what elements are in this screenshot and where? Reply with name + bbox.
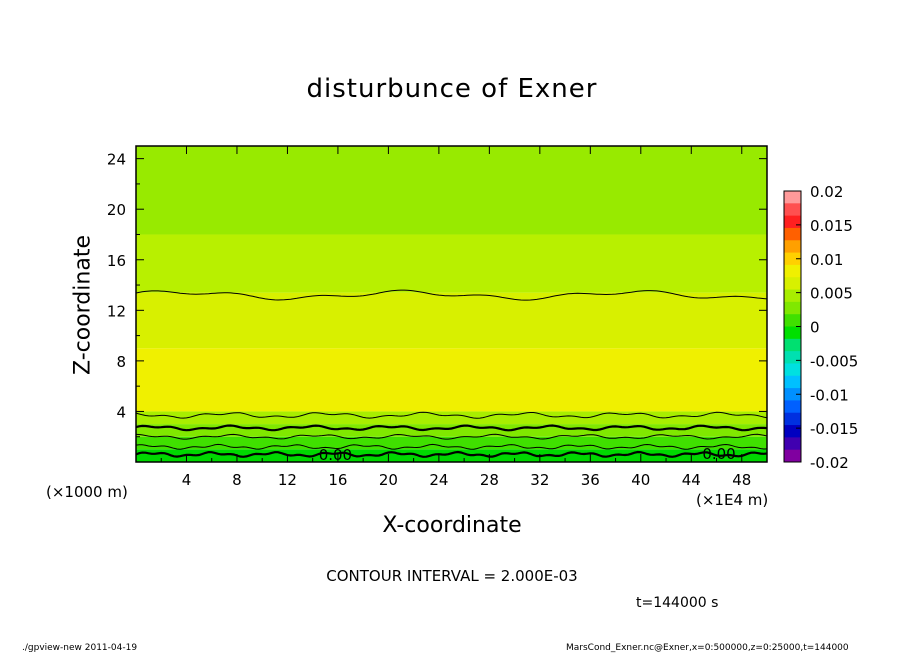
colorbar-swatch-16 bbox=[784, 388, 801, 401]
contour-line-1 bbox=[135, 450, 768, 458]
color-band-4 bbox=[136, 348, 767, 412]
colorbar-swatch-0 bbox=[784, 191, 801, 204]
colorbar-swatch-4 bbox=[784, 240, 801, 254]
colorbar: 0.02 0.015 0.01 0.005 0 -0.005 -0.01 -0.015 -0.0… bbox=[783, 183, 858, 472]
colorbar-swatch-13 bbox=[784, 351, 801, 364]
colorbar-label-2: 0.01 bbox=[810, 251, 843, 269]
x-tick-label-0: 4 bbox=[182, 471, 192, 489]
contour-line-6 bbox=[135, 289, 768, 301]
contour-interval: CONTOUR INTERVAL = 2.000E-03 bbox=[326, 567, 578, 585]
color-band-5 bbox=[136, 292, 767, 349]
colorbar-label-1: 0.015 bbox=[810, 217, 853, 235]
colorbar-swatch-18 bbox=[784, 412, 801, 426]
colorbar-swatch-12 bbox=[784, 338, 801, 352]
x-axis-label: X-coordinate bbox=[382, 513, 522, 538]
contour-line-2 bbox=[135, 443, 768, 450]
colorbar-swatch-9 bbox=[784, 301, 801, 315]
x-tick-label-2: 12 bbox=[278, 471, 297, 489]
colorbar-swatch-3 bbox=[784, 227, 801, 241]
color-band-6 bbox=[136, 234, 767, 293]
color-band-0 bbox=[136, 449, 767, 462]
colorbar-label-7: -0.015 bbox=[810, 420, 858, 438]
contour-line-5 bbox=[135, 411, 768, 419]
x-axis: 4 8 12 16 20 24 28 32 36 40 44 48 bbox=[160, 146, 751, 489]
contour-labels: 0.00 0.00 bbox=[319, 445, 736, 464]
y-tick-label-1: 8 bbox=[116, 353, 126, 371]
chart-title: disturbunce of Exner bbox=[306, 74, 598, 104]
footer-left: ./gpview-new 2011-04-19 bbox=[22, 643, 138, 653]
color-band-7 bbox=[136, 146, 767, 235]
plot-area bbox=[136, 146, 767, 462]
contour-line-3 bbox=[135, 433, 768, 440]
colorbar-swatch-14 bbox=[784, 363, 801, 377]
colorbar-swatch-19 bbox=[784, 425, 801, 438]
contour-lines bbox=[135, 289, 768, 458]
colorbar-swatch-10 bbox=[784, 314, 801, 327]
colorbar-swatch-11 bbox=[784, 326, 801, 340]
colorbar-label-4: 0 bbox=[810, 319, 820, 337]
colorbar-swatch-2 bbox=[784, 215, 801, 229]
colorbar-swatch-8 bbox=[784, 289, 801, 303]
y-tick-label-5: 24 bbox=[107, 151, 126, 169]
x-scale-note: (×1E4 m) bbox=[696, 491, 769, 509]
colorbar-label-5: -0.005 bbox=[810, 352, 858, 370]
colorbar-swatch-21 bbox=[784, 449, 801, 463]
x-tick-label-5: 24 bbox=[429, 471, 448, 489]
contour-label-1: 0.00 bbox=[702, 445, 735, 463]
colorbar-swatch-15 bbox=[784, 375, 801, 389]
x-tick-label-11: 48 bbox=[732, 471, 751, 489]
plot-frame bbox=[135, 145, 768, 463]
x-tick-label-1: 8 bbox=[232, 471, 242, 489]
x-tick-label-10: 44 bbox=[682, 471, 701, 489]
colorbar-swatch-17 bbox=[784, 400, 801, 414]
colorbar-label-8: -0.02 bbox=[810, 454, 849, 472]
x-tick-label-4: 20 bbox=[379, 471, 398, 489]
color-band-3 bbox=[136, 411, 767, 425]
x-unit-note: (×1000 m) bbox=[46, 483, 128, 501]
y-axis: 4 8 12 16 20 24 bbox=[107, 151, 767, 438]
colorbar-swatch-20 bbox=[784, 437, 801, 451]
colorbar-swatch-7 bbox=[784, 277, 801, 291]
x-tick-label-9: 40 bbox=[631, 471, 650, 489]
colorbar-label-3: 0.005 bbox=[810, 285, 853, 303]
colorbar-swatch-1 bbox=[784, 203, 801, 217]
colorbar-swatch-6 bbox=[784, 264, 801, 278]
colorbar-label-0: 0.02 bbox=[810, 183, 843, 201]
x-tick-label-6: 28 bbox=[480, 471, 499, 489]
time-label: t=144000 s bbox=[636, 595, 719, 611]
x-tick-label-3: 16 bbox=[328, 471, 347, 489]
x-tick-label-7: 32 bbox=[530, 471, 549, 489]
y-tick-label-2: 12 bbox=[107, 302, 126, 320]
colorbar-swatch-5 bbox=[784, 252, 801, 266]
y-axis-label: Z-coordinate bbox=[70, 235, 96, 375]
contour-label-0: 0.00 bbox=[319, 446, 352, 464]
color-band-1 bbox=[136, 436, 767, 450]
contour-line-4 bbox=[135, 424, 768, 432]
colorbar-label-6: -0.01 bbox=[810, 386, 849, 404]
y-tick-label-4: 20 bbox=[107, 201, 126, 219]
y-tick-label-0: 4 bbox=[116, 403, 126, 421]
y-tick-label-3: 16 bbox=[107, 252, 126, 270]
x-tick-label-8: 36 bbox=[581, 471, 600, 489]
footer-right: MarsCond_Exner.nc@Exner,x=0:500000,z=0:2… bbox=[566, 643, 849, 653]
